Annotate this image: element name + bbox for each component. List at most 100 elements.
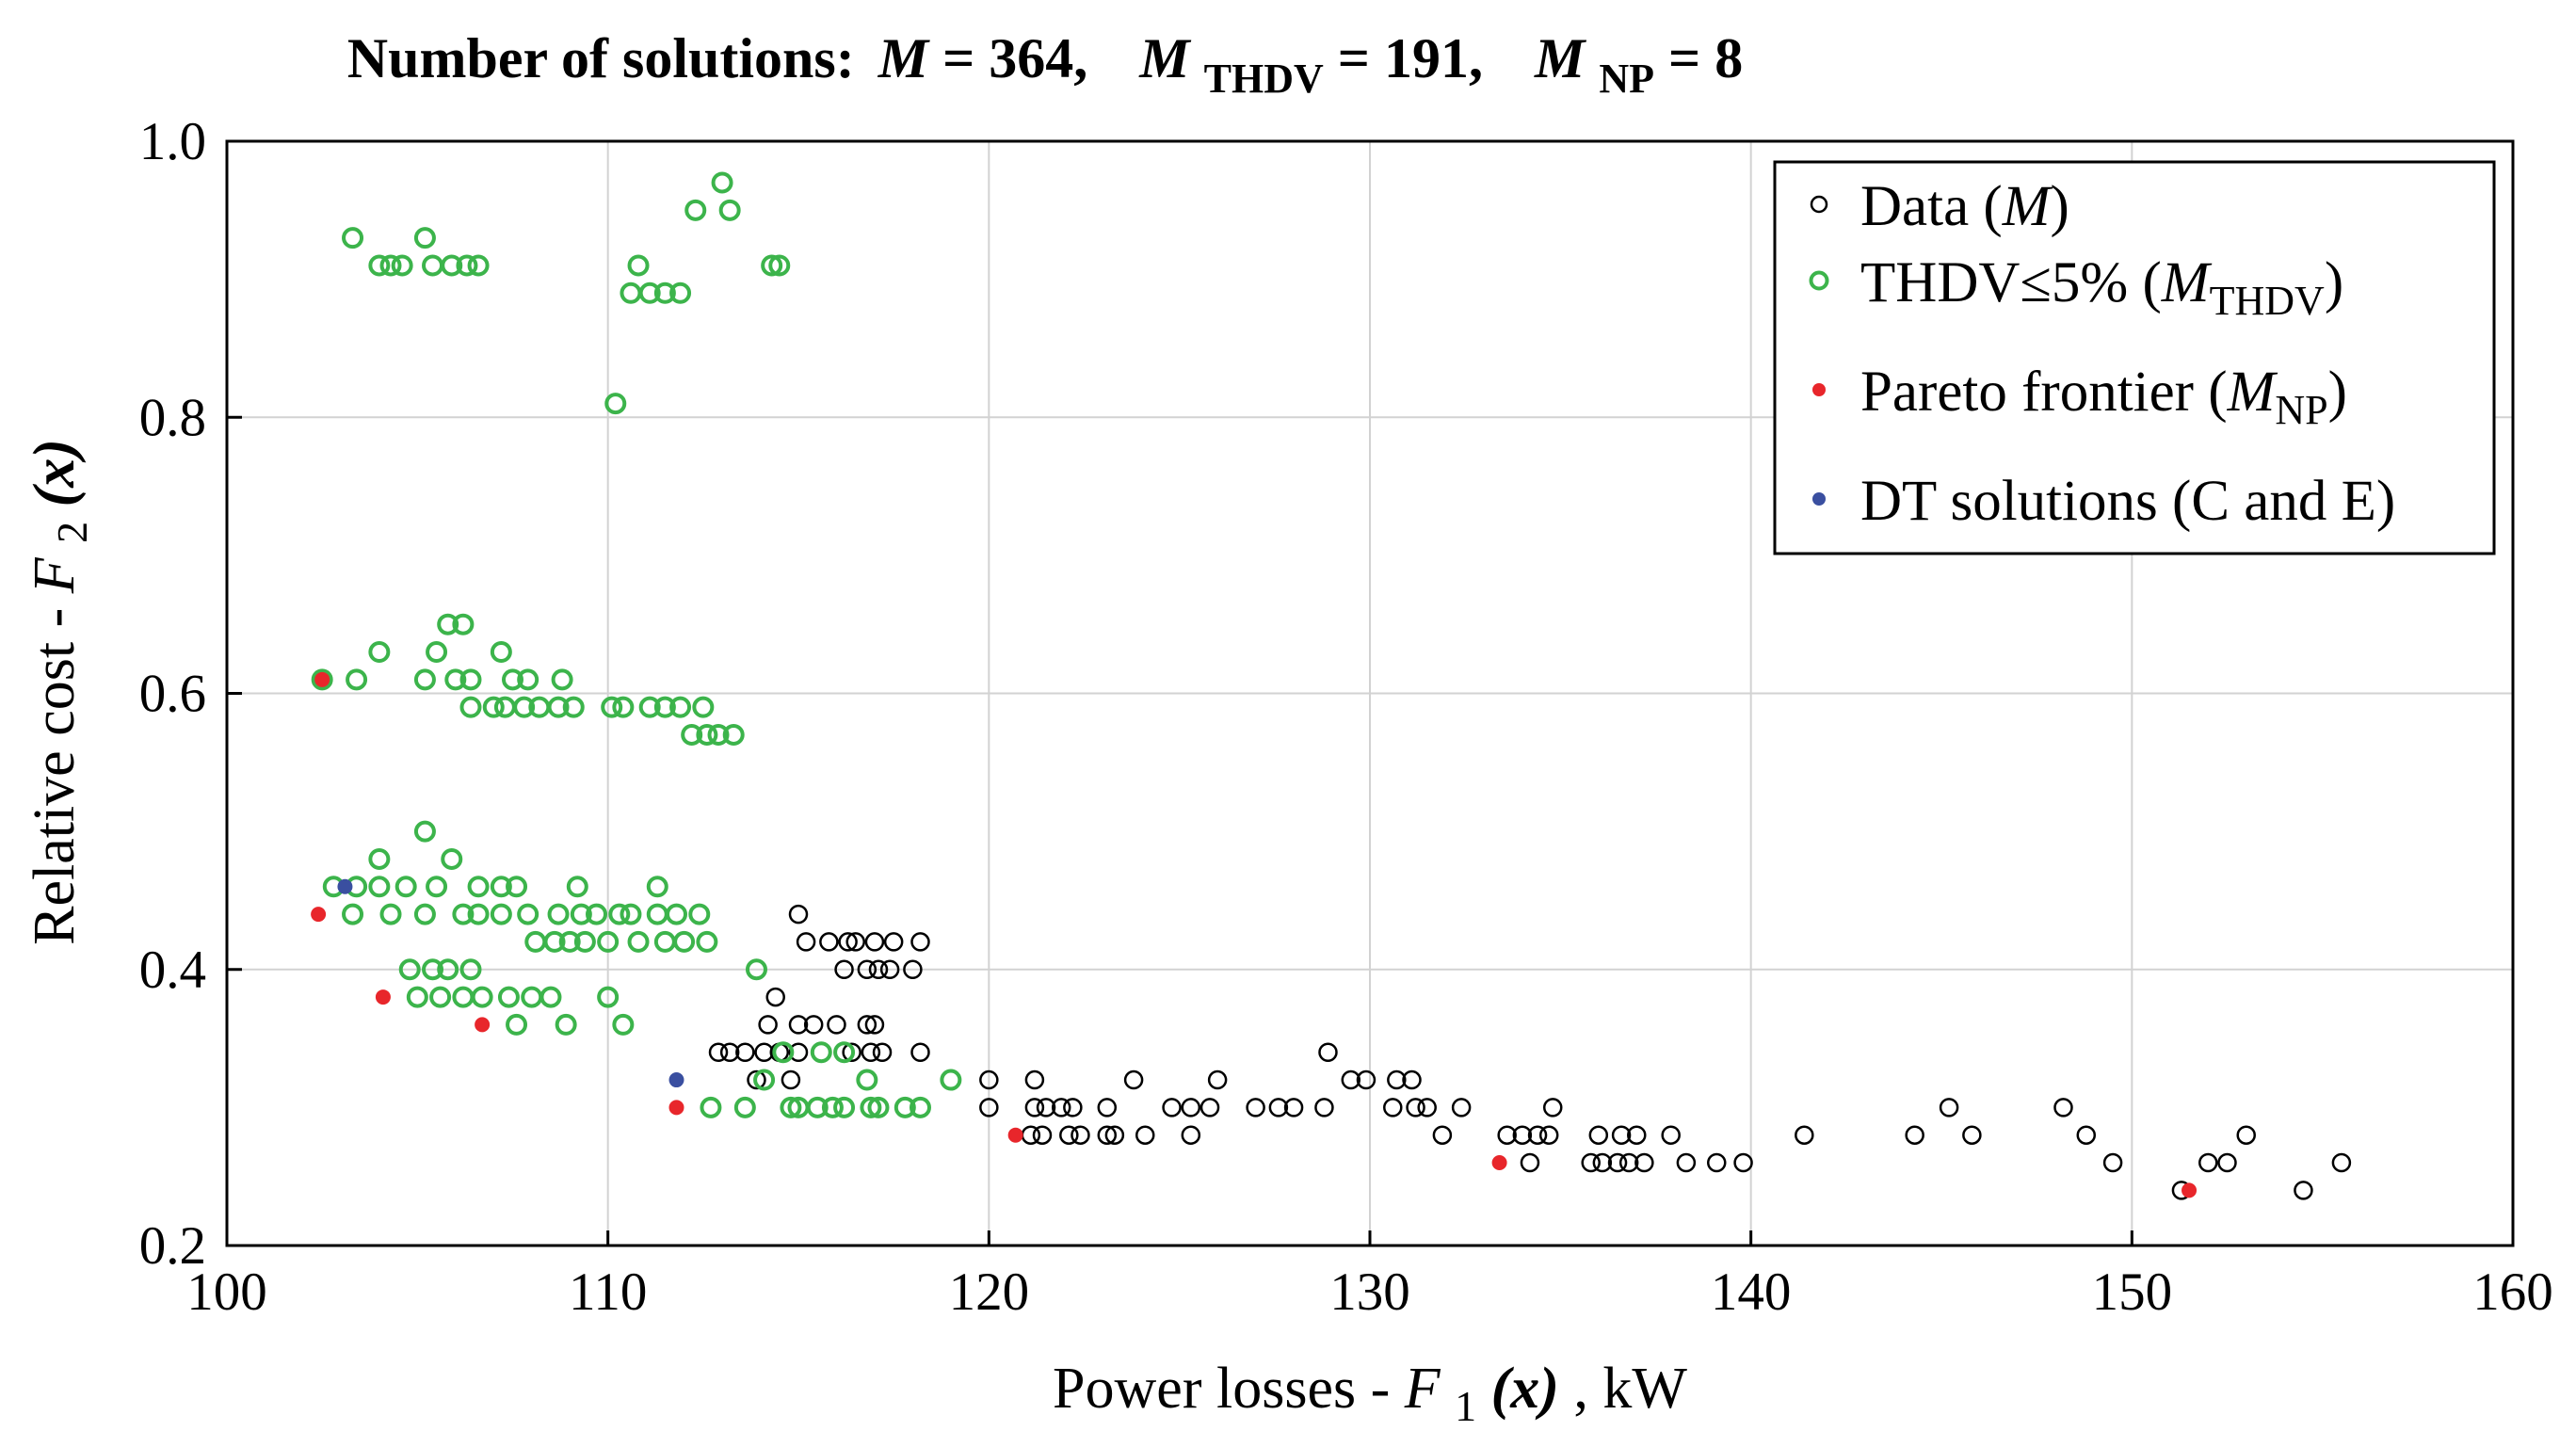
data-point: [517, 668, 539, 691]
data-point: [1512, 1125, 1533, 1145]
y-tick-label: 0.8: [139, 388, 206, 447]
data-point: [856, 1069, 878, 1091]
data-point: [506, 1013, 528, 1036]
data-point: [1905, 1125, 1924, 1145]
data-point: [1097, 1125, 1118, 1145]
data-point: [681, 723, 703, 746]
data-point: [745, 958, 767, 981]
data-point: [426, 641, 448, 664]
data-point: [2198, 1152, 2218, 1173]
data-point: [1387, 1069, 1407, 1090]
data-point: [1181, 1098, 1201, 1117]
data-point: [638, 281, 661, 304]
data-point: [506, 876, 528, 898]
data-point: [1962, 1125, 1982, 1145]
data-point: [883, 932, 904, 952]
data-point: [456, 254, 478, 277]
data-point: [601, 696, 623, 718]
data-point: [867, 1096, 890, 1118]
data-point: [1383, 1098, 1403, 1117]
data-point: [627, 254, 650, 277]
data-point: [490, 876, 512, 898]
data-point: [845, 932, 865, 952]
data-point: [1059, 1125, 1079, 1145]
data-point: [422, 958, 444, 981]
data-point: [1618, 1152, 1639, 1173]
data-point: [1162, 1098, 1182, 1117]
data-point: [368, 876, 391, 898]
data-point: [819, 932, 839, 952]
data-point: [379, 254, 402, 277]
data-point: [781, 1069, 801, 1090]
data-point: [459, 696, 482, 718]
data-point: [620, 903, 642, 925]
chart-title: Number of solutions: M = 364, M THDV = 1…: [347, 27, 1743, 105]
y-axis-ticks: 0.2 0.4 0.6 0.8 1.0: [139, 112, 242, 1276]
data-point: [1733, 1152, 1753, 1173]
y-tick-label: 0.4: [139, 941, 206, 1000]
data-point: [692, 696, 715, 718]
data-point: [834, 959, 854, 979]
data-point: [608, 903, 631, 925]
data-point: [1939, 1098, 1959, 1117]
data-point: [490, 641, 512, 664]
data-point: [653, 281, 676, 304]
data-point: [570, 903, 592, 925]
data-point: [2102, 1152, 2123, 1173]
data-point: [700, 1096, 722, 1118]
data-point: [524, 930, 547, 953]
data-point: [1592, 1152, 1613, 1173]
data-point: [394, 876, 417, 898]
data-point: [879, 959, 900, 979]
data-point: [1588, 1125, 1609, 1145]
legend-label: THDV≤5% (MTHDV): [1860, 251, 2343, 324]
data-point: [711, 171, 733, 194]
data-point: [342, 903, 364, 925]
legend-label: DT solutions (C and E): [1860, 470, 2395, 533]
x-tick-label: 120: [949, 1262, 1030, 1322]
data-point: [2076, 1125, 2097, 1145]
data-point: [1406, 1098, 1425, 1117]
data-point: [1542, 1098, 1563, 1117]
data-point: [1199, 1098, 1220, 1117]
data-point: [668, 1072, 684, 1088]
data-point: [1097, 1098, 1118, 1117]
data-point: [543, 930, 566, 953]
data-point: [666, 903, 688, 925]
data-point: [894, 1096, 916, 1118]
data-point: [688, 903, 711, 925]
data-point: [1246, 1098, 1265, 1117]
data-point: [821, 1096, 844, 1118]
legend-item: THDV≤5% (MTHDV): [1809, 251, 2343, 324]
data-point: [747, 1069, 766, 1090]
data-point: [833, 1041, 856, 1064]
data-point: [1497, 1125, 1517, 1145]
x-tick-label: 130: [1329, 1262, 1410, 1322]
data-point: [406, 986, 428, 1008]
data-point: [753, 1069, 776, 1091]
data-point: [788, 1042, 809, 1062]
data-point: [735, 1042, 755, 1062]
data-point: [864, 932, 885, 952]
data-point: [337, 878, 353, 894]
data-point: [1181, 1125, 1201, 1145]
data-point: [391, 254, 413, 277]
data-point: [707, 723, 730, 746]
data-point: [539, 986, 562, 1008]
data-point: [1627, 1125, 1647, 1145]
data-point: [1063, 1098, 1083, 1117]
data-point: [444, 668, 467, 691]
data-point: [1432, 1125, 1453, 1145]
data-point: [768, 254, 791, 277]
data-point: [1676, 1152, 1697, 1173]
data-point: [1706, 1152, 1727, 1173]
data-point: [555, 1013, 577, 1036]
data-point: [646, 903, 668, 925]
data-point: [868, 959, 889, 979]
legend-item: DT solutions (C and E): [1812, 470, 2395, 533]
data-point: [1036, 1098, 1056, 1117]
data-point: [1607, 1152, 1628, 1173]
data-point: [1356, 1069, 1377, 1090]
data-point: [646, 876, 668, 898]
data-point: [1611, 1125, 1632, 1145]
